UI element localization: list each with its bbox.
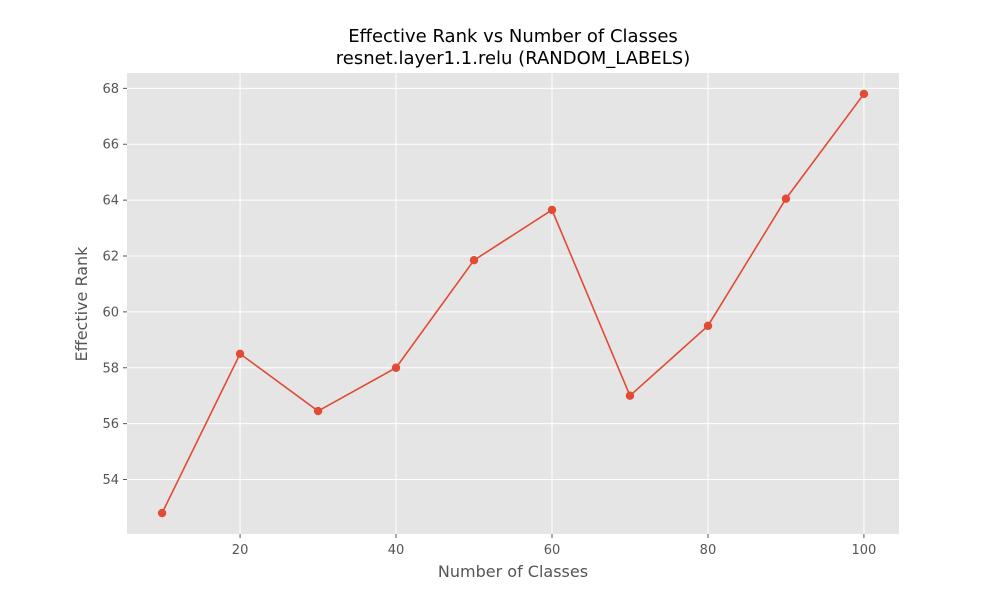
y-axis-label: Effective Rank: [72, 246, 91, 362]
data-point: [781, 194, 791, 203]
grid-lines: [127, 73, 899, 534]
y-tick-label: 58: [102, 361, 119, 376]
data-point: [313, 406, 323, 416]
x-tick-label: 100: [851, 543, 876, 558]
data-point: [235, 349, 245, 358]
data-point: [859, 89, 869, 99]
x-tick-label: 60: [544, 543, 561, 558]
x-tick-label: 80: [700, 543, 717, 558]
y-tick-label: 54: [102, 473, 119, 488]
y-tick-label: 60: [102, 305, 119, 320]
y-tick-label: 56: [102, 417, 119, 432]
y-tick-label: 62: [102, 250, 119, 265]
x-axis-label: Number of Classes: [438, 562, 588, 581]
data-point: [391, 363, 401, 372]
y-tick-label: 64: [102, 194, 119, 209]
data-point: [547, 205, 557, 215]
data-point: [703, 321, 713, 331]
y-tick-label: 66: [102, 138, 119, 153]
chart-title: Effective Rank vs Number of Classes: [348, 26, 678, 47]
data-point: [157, 508, 167, 518]
plot-area: [127, 73, 899, 534]
x-tick-label: 20: [232, 543, 249, 558]
axis-ticks: 20 40 60 80 100 54 56 58 60 62 64 66 68: [102, 82, 876, 558]
series-line: [161, 93, 865, 514]
x-tick-label: 40: [388, 543, 405, 558]
data-point: [625, 391, 635, 400]
chart-subtitle: resnet.layer1.1.relu (RANDOM_LABELS): [336, 48, 691, 69]
data-point: [469, 255, 479, 265]
series-layer: [157, 89, 869, 518]
y-tick-label: 68: [102, 82, 119, 97]
